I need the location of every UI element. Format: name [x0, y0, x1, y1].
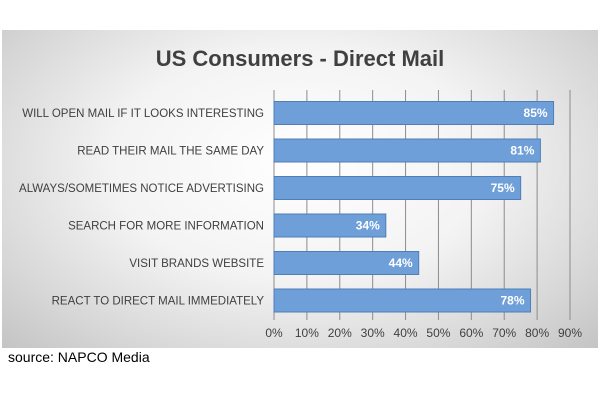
- source-note: source: NAPCO Media: [8, 349, 150, 365]
- data-label: 75%: [491, 181, 515, 195]
- bar: [273, 176, 522, 200]
- bar: [273, 251, 420, 275]
- category-label: READ THEIR MAIL THE SAME DAY: [77, 146, 264, 158]
- bar: [273, 213, 387, 238]
- data-label: 78%: [501, 294, 525, 308]
- x-tick-label: 0%: [265, 326, 283, 340]
- data-label: 44%: [389, 256, 413, 270]
- category-label: VISIT BRANDS WEBSITE: [129, 258, 264, 270]
- x-tick-label: 70%: [492, 326, 516, 340]
- data-label: 85%: [524, 106, 548, 120]
- x-tick-label: 20%: [328, 326, 352, 340]
- x-tick-label: 60%: [459, 326, 483, 340]
- x-tick-label: 90%: [558, 326, 582, 340]
- chart-panel: 0% 10% 20% 30% 40% 50% 60% 70% 80% 90% WILL OPEN …: [2, 30, 598, 348]
- category-label: ALWAYS/SOMETIMES NOTICE ADVERTISING: [19, 183, 264, 195]
- bar: [273, 288, 532, 313]
- x-tick-label: 40%: [394, 326, 418, 340]
- x-tick-label: 50%: [426, 326, 450, 340]
- bar: [273, 101, 555, 125]
- x-tick-label: 10%: [295, 326, 319, 340]
- category-label: REACT TO DIRECT MAIL IMMEDIATELY: [52, 296, 265, 308]
- category-label: SEARCH FOR MORE INFORMATION: [68, 221, 264, 233]
- data-label: 81%: [510, 144, 534, 158]
- bar: [273, 138, 541, 163]
- category-label: WILL OPEN MAIL IF IT LOOKS INTERESTING: [22, 108, 264, 120]
- chart-title: US Consumers - Direct Mail: [156, 46, 445, 71]
- x-tick-label: 80%: [525, 326, 549, 340]
- data-label: 34%: [356, 219, 380, 233]
- bar-chart: 0% 10% 20% 30% 40% 50% 60% 70% 80% 90% WILL OPEN …: [19, 46, 582, 340]
- x-tick-label: 30%: [361, 326, 385, 340]
